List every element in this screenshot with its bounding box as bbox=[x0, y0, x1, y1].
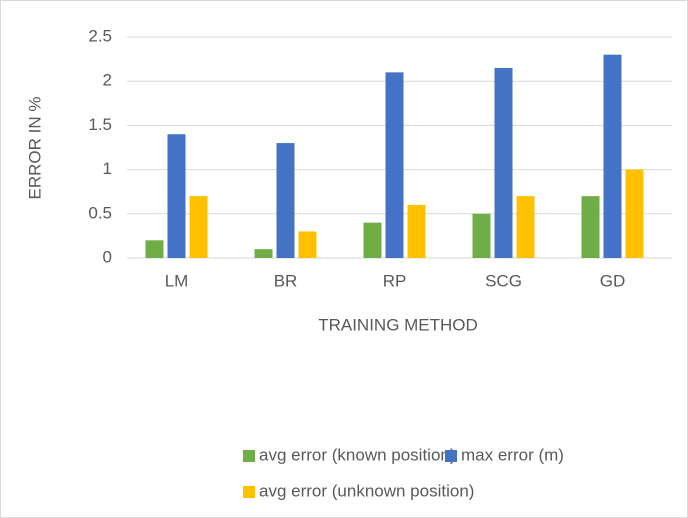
legend-swatch bbox=[243, 486, 255, 498]
y-tick-label: 2 bbox=[103, 71, 112, 90]
y-axis-label: ERROR IN % bbox=[25, 97, 44, 200]
bar bbox=[494, 67, 513, 258]
bar bbox=[189, 196, 208, 258]
bar bbox=[385, 72, 404, 258]
x-tick-label: LM bbox=[165, 271, 189, 290]
legend-label: avg error (known position) bbox=[259, 445, 456, 464]
bar bbox=[603, 54, 622, 259]
bar bbox=[581, 196, 600, 258]
legend-label: max error (m) bbox=[461, 445, 564, 464]
y-tick-label: 0 bbox=[103, 247, 112, 266]
x-tick-label: RP bbox=[383, 271, 407, 290]
legend-label: avg error (unknown position) bbox=[259, 481, 474, 500]
bar bbox=[407, 204, 426, 258]
y-tick-label: 2.5 bbox=[88, 26, 112, 45]
y-tick-label: 0.5 bbox=[88, 203, 112, 222]
bar bbox=[472, 213, 491, 258]
legend-swatch bbox=[243, 450, 255, 462]
bar bbox=[625, 169, 644, 258]
bar bbox=[298, 231, 317, 258]
bar bbox=[254, 249, 273, 258]
bar bbox=[363, 222, 382, 258]
x-axis-label: TRAINING METHOD bbox=[318, 315, 478, 334]
bar bbox=[167, 134, 186, 258]
bar bbox=[276, 143, 295, 258]
x-tick-label: BR bbox=[274, 271, 298, 290]
x-tick-label: GD bbox=[600, 271, 626, 290]
legend-swatch bbox=[445, 450, 457, 462]
y-tick-label: 1 bbox=[103, 159, 112, 178]
x-tick-label: SCG bbox=[485, 271, 522, 290]
bar bbox=[145, 240, 164, 258]
y-tick-label: 1.5 bbox=[88, 115, 112, 134]
bar bbox=[516, 196, 535, 258]
